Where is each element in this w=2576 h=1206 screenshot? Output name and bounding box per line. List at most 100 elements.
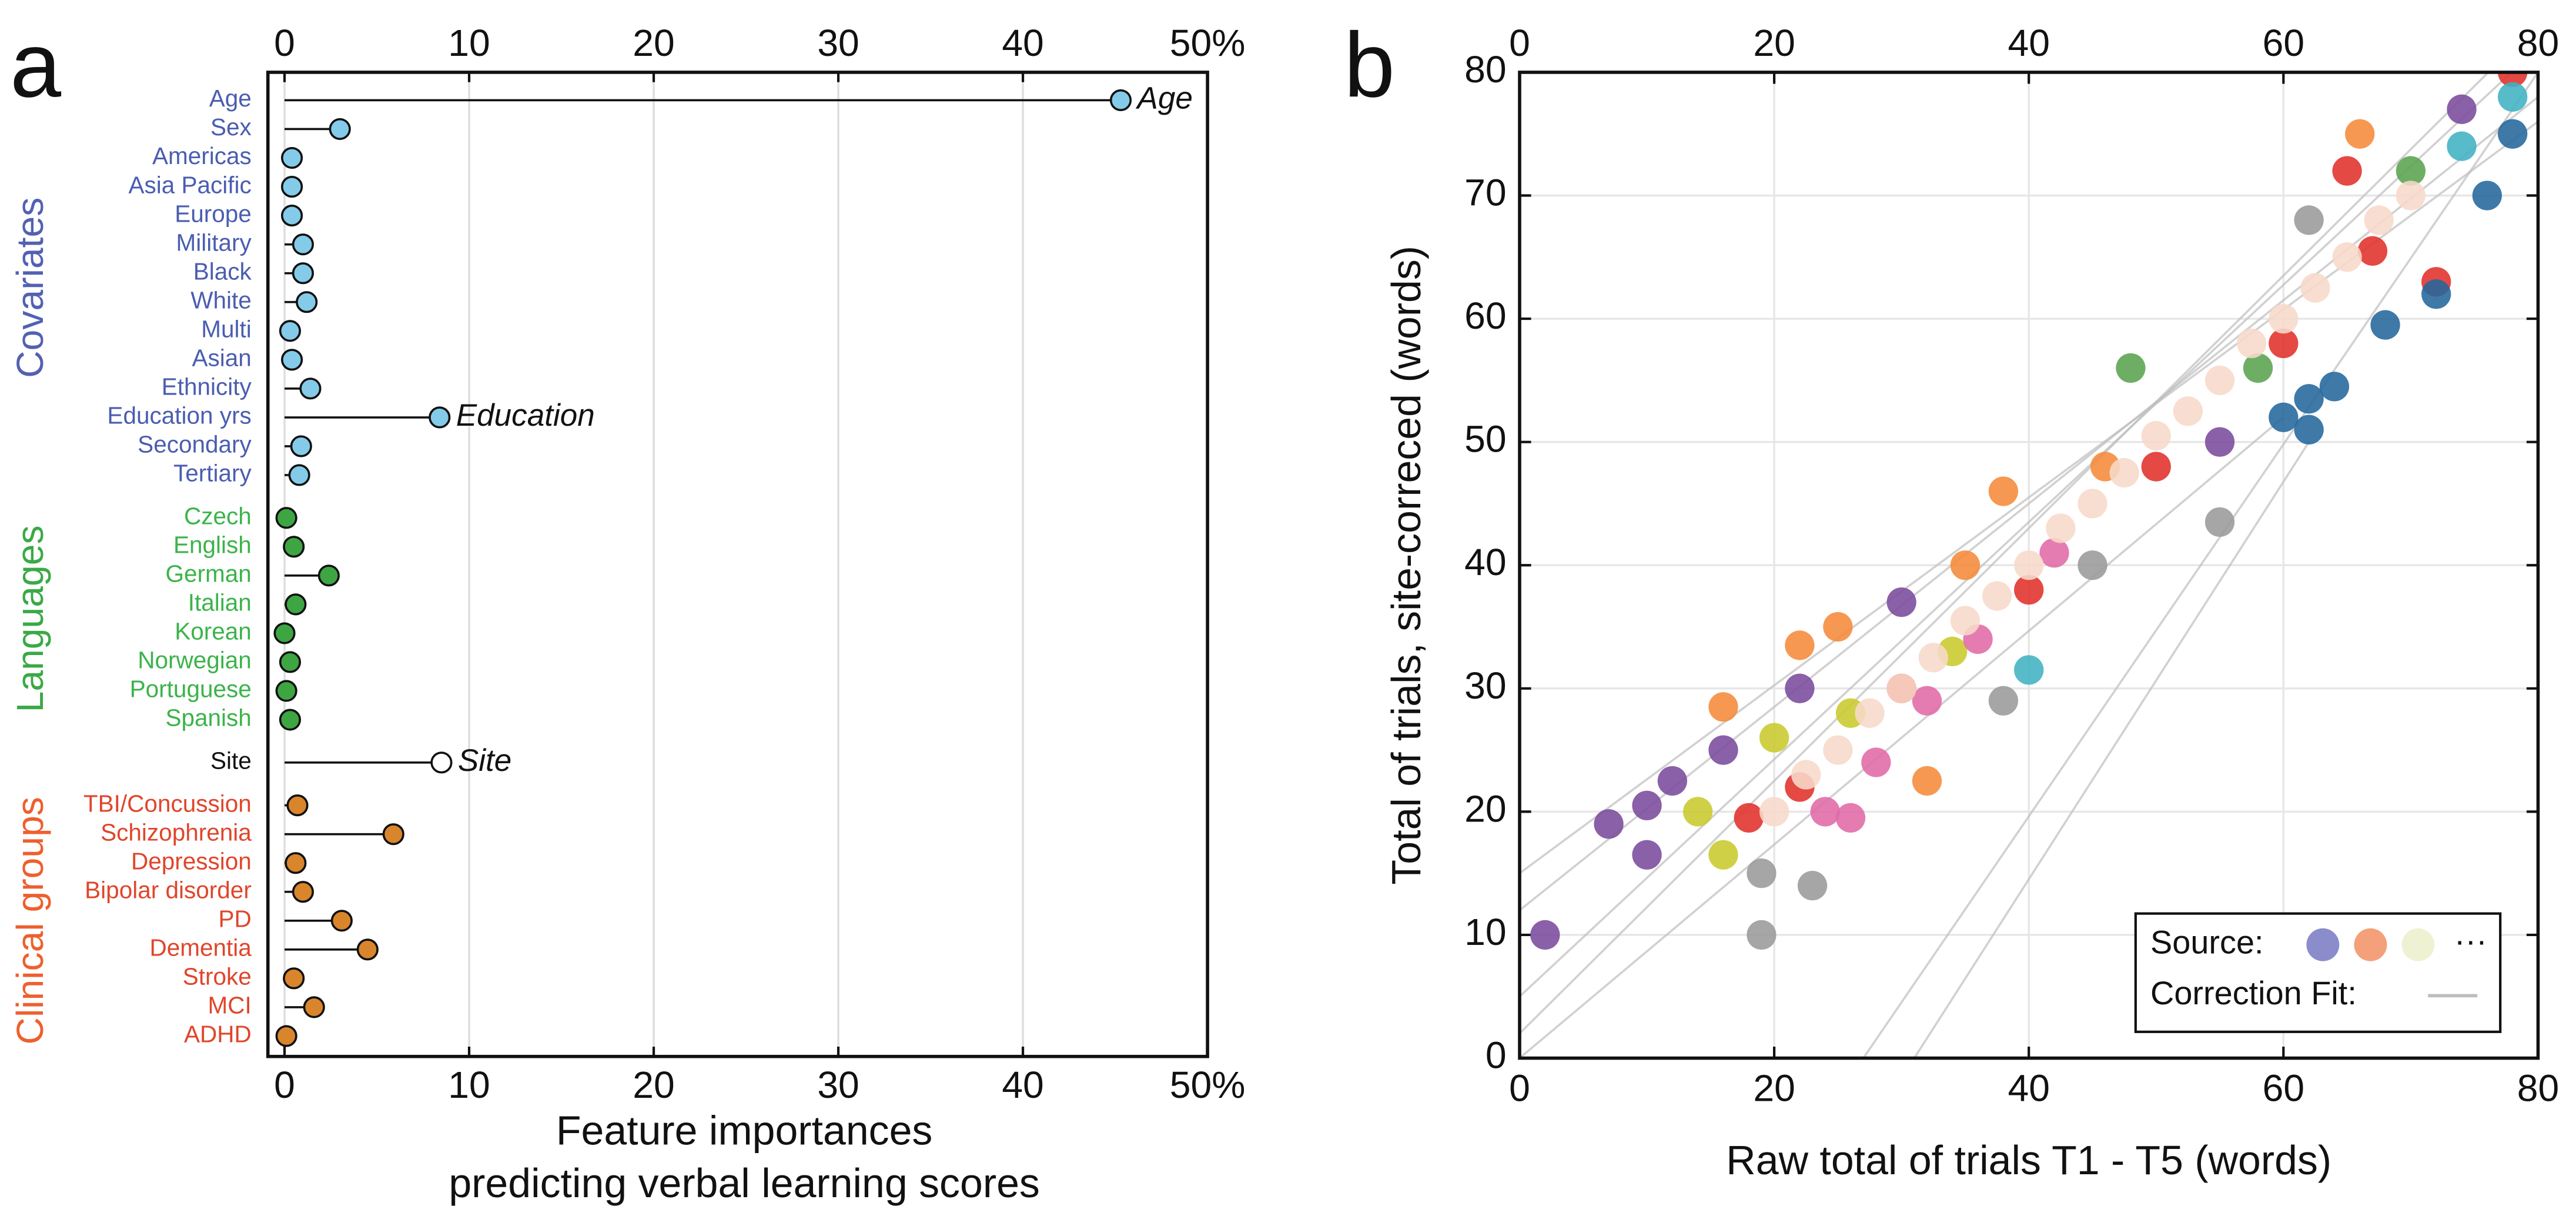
panel-letter: a: [10, 14, 62, 116]
point: [2472, 181, 2502, 211]
group-label: Languages: [9, 525, 51, 712]
point: [2141, 452, 2171, 482]
x-axis-label: predicting verbal learning scores: [449, 1160, 1040, 1206]
point: [2396, 181, 2426, 211]
y-axis-label: Total of trials, site-correced (words): [1383, 246, 1429, 885]
point: [2332, 242, 2362, 272]
legend-label: Correction Fit:: [2150, 974, 2357, 1011]
point: [1950, 606, 1980, 636]
point: [288, 464, 310, 486]
point: [2269, 402, 2299, 432]
x-tick-label: 40: [2008, 1067, 2049, 1109]
point: [286, 794, 309, 817]
point: [330, 910, 353, 932]
point: [430, 751, 453, 774]
category-label: Multi: [201, 315, 252, 342]
point: [280, 146, 303, 169]
point: [2421, 279, 2451, 309]
category-label: Europe: [175, 200, 252, 227]
y-tick-label: 0: [1486, 1034, 1507, 1076]
point: [292, 262, 314, 285]
point: [2357, 236, 2388, 266]
category-label: Italian: [188, 589, 252, 616]
point: [1855, 698, 1885, 728]
x-tick-label: 30: [817, 1064, 859, 1106]
legend-swatch: [2354, 928, 2387, 961]
x-tick-label: 50%: [1170, 22, 1246, 64]
category-label: Americas: [152, 142, 252, 169]
point: [296, 291, 318, 313]
point: [280, 205, 303, 227]
point: [280, 349, 303, 371]
point: [2046, 513, 2076, 543]
y-tick-label: 70: [1464, 171, 1506, 213]
point: [2077, 489, 2107, 519]
point: [1708, 840, 1738, 870]
x-tick-label: 80: [2517, 22, 2559, 64]
point: [1657, 766, 1688, 796]
category-label: Site: [210, 747, 252, 774]
point: [1861, 747, 1891, 777]
point: [279, 651, 302, 673]
point: [1747, 920, 1777, 950]
y-tick-label: 60: [1464, 295, 1506, 337]
category-label: Norwegian: [138, 647, 252, 674]
point: [2141, 421, 2171, 451]
category-label: English: [173, 531, 252, 558]
point: [1886, 587, 1916, 617]
point: [1982, 581, 2012, 611]
fit-line: [1913, 441, 2310, 1058]
point: [2243, 353, 2273, 383]
point: [1797, 870, 1828, 901]
point: [1791, 760, 1821, 790]
x-tick-label: 20: [633, 22, 674, 64]
point: [2077, 550, 2107, 580]
point: [2014, 550, 2044, 580]
category-label: Korean: [175, 618, 252, 645]
annotation: Age: [1135, 81, 1192, 115]
category-label: PD: [219, 905, 252, 932]
point: [2237, 328, 2267, 359]
point: [2204, 365, 2235, 396]
category-label: MCI: [208, 992, 252, 1019]
point: [1912, 766, 1942, 796]
point: [2014, 574, 2044, 605]
point: [1823, 735, 1853, 765]
point: [1988, 476, 2019, 506]
point: [290, 435, 312, 457]
point: [1759, 797, 1789, 827]
y-tick-label: 40: [1464, 541, 1506, 583]
y-tick-label: 50: [1464, 418, 1506, 460]
x-tick-label: 0: [274, 1064, 295, 1106]
point: [2173, 396, 2203, 426]
point: [1708, 735, 1738, 765]
legend-swatch: [2401, 928, 2435, 961]
fit-line: [1519, 416, 2284, 1058]
point: [283, 536, 305, 558]
point: [1988, 686, 2019, 716]
x-tick-label: 20: [1753, 22, 1795, 64]
point: [1835, 803, 1866, 833]
point: [329, 118, 351, 141]
x-tick-label: 10: [448, 1064, 490, 1106]
point: [2345, 119, 2375, 149]
group-label: Covariates: [9, 198, 51, 378]
x-tick-label: 80: [2517, 1067, 2559, 1109]
point: [2039, 538, 2069, 568]
point: [2269, 303, 2299, 334]
x-tick-label: 20: [633, 1064, 674, 1106]
group-label: Clinical groups: [9, 797, 51, 1044]
point: [2447, 131, 2477, 161]
point: [1683, 797, 1713, 827]
point: [2497, 119, 2528, 149]
point: [2319, 372, 2350, 402]
point: [2497, 72, 2528, 88]
point: [1950, 550, 1980, 580]
point: [1759, 723, 1789, 753]
panel-a: 0 0 10 10 20 20 30 30 40 40 50% 50% Feature importan…: [9, 22, 1245, 1206]
point: [1810, 797, 1840, 827]
fit-line: [1519, 72, 2490, 1034]
point: [2204, 427, 2235, 457]
